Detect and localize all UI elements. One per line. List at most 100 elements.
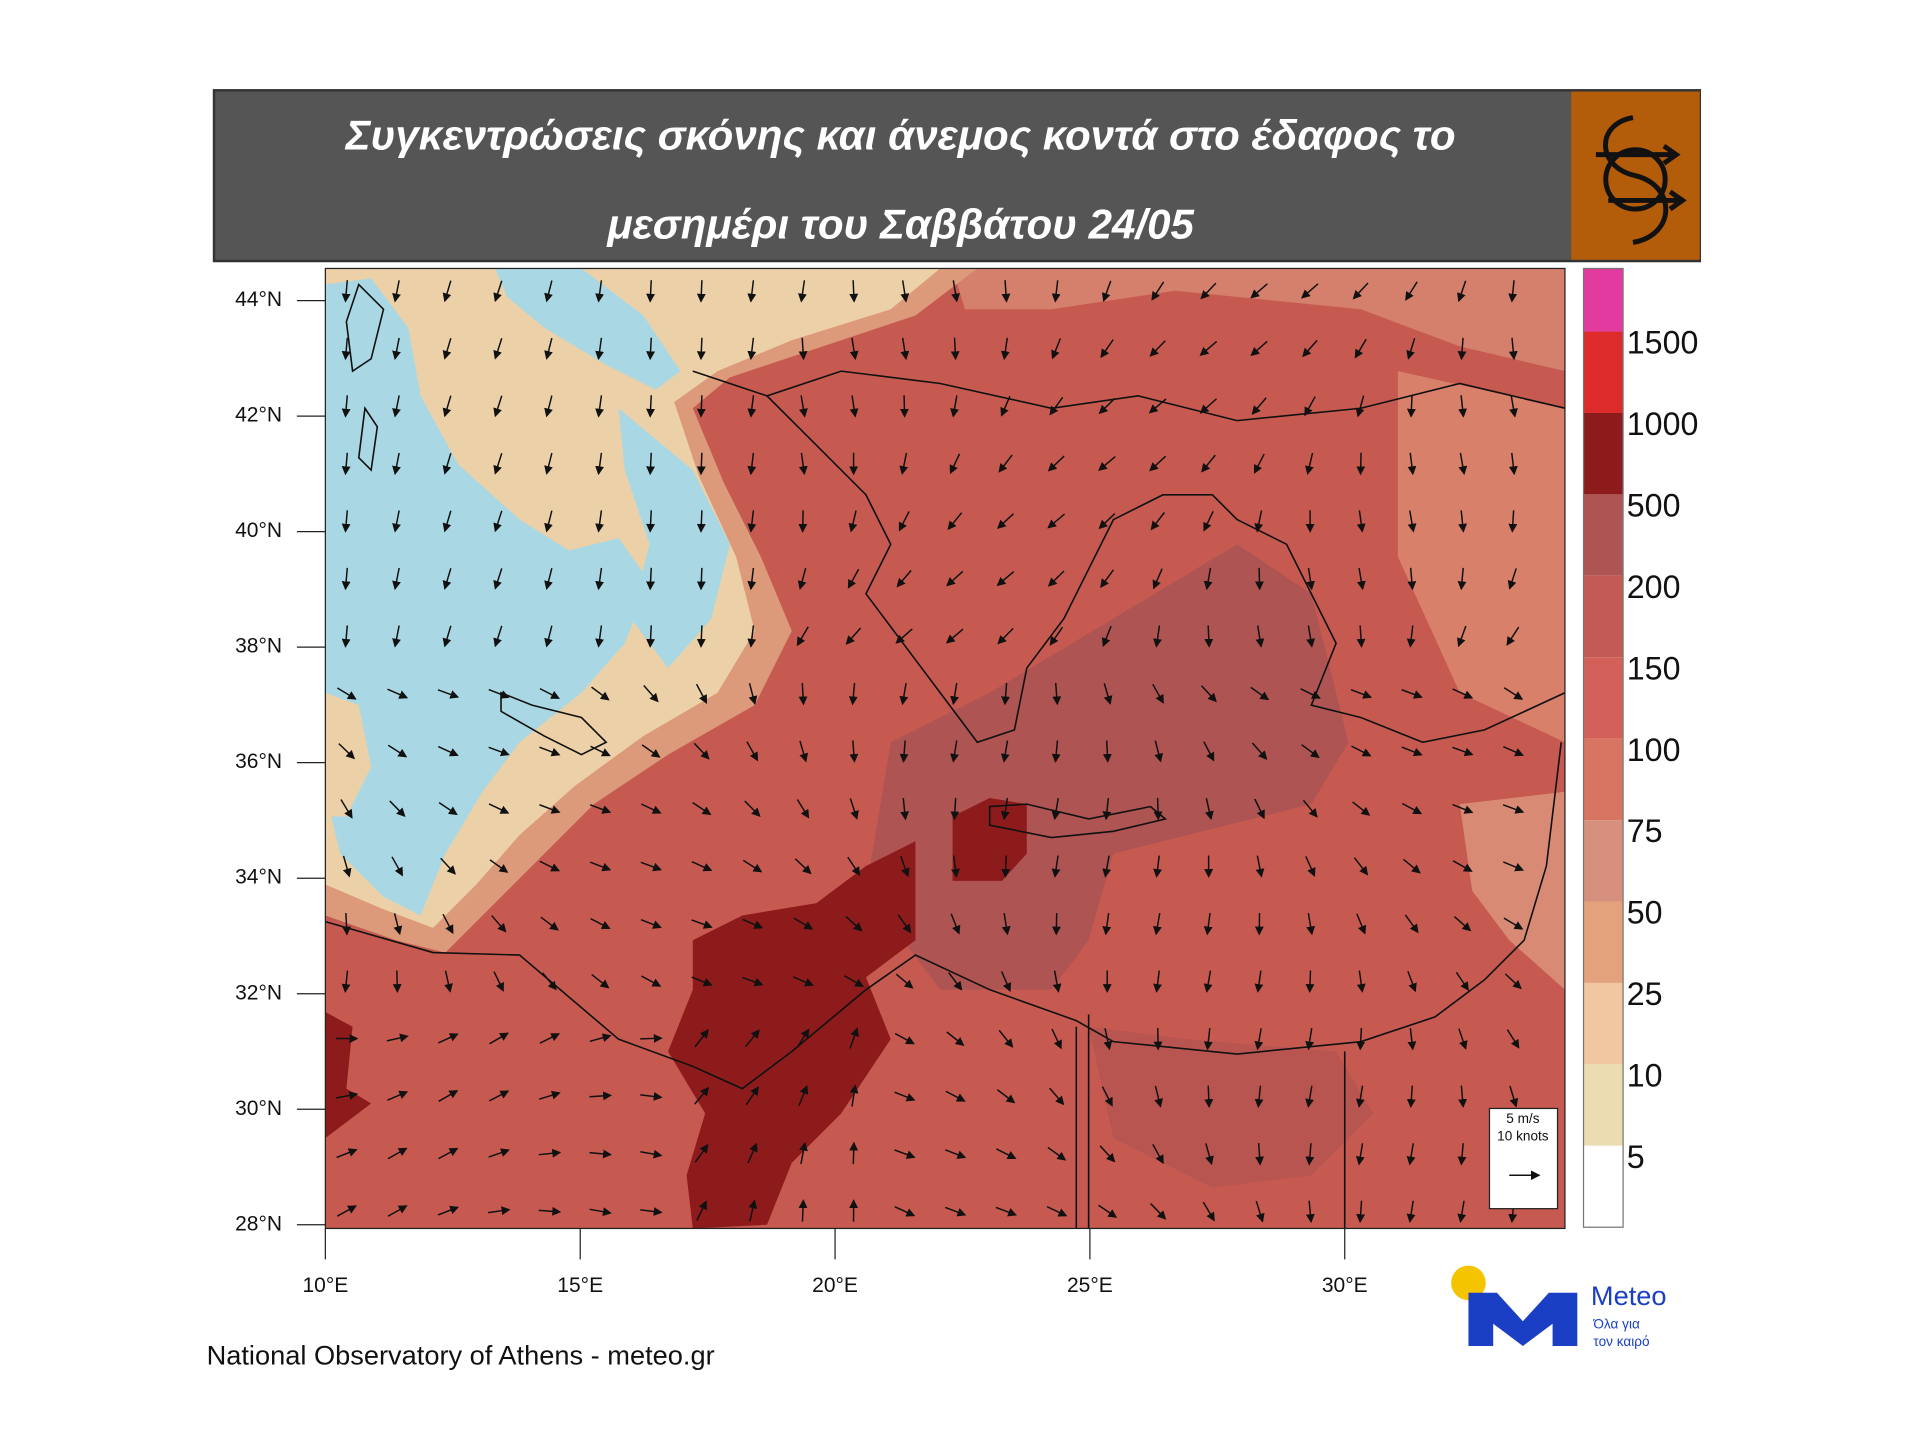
- colorbar-frame: [1582, 267, 1624, 1228]
- wind-arrow: [1458, 395, 1468, 418]
- wind-arrow: [1046, 1205, 1068, 1217]
- wind-arrow: [1255, 855, 1265, 878]
- wind-arrow: [1508, 337, 1518, 361]
- wind-arrow: [1150, 512, 1165, 531]
- wind-arrow: [540, 916, 559, 931]
- wind-arrow: [799, 1141, 808, 1165]
- wind-arrow: [1306, 625, 1316, 648]
- wind-arrow: [1452, 860, 1473, 872]
- wind-arrow: [796, 1028, 810, 1048]
- wind-arrow: [544, 567, 553, 590]
- wind-arrow: [640, 918, 662, 929]
- wind-arrow: [896, 569, 912, 588]
- title-line: μεσημέρι του Σαββάτου 24/05: [606, 201, 1194, 248]
- wind-arrow: [1154, 740, 1164, 763]
- colorbar-label: 5: [1627, 1139, 1645, 1175]
- wind-arrow: [1047, 455, 1065, 472]
- wind-arrow: [1356, 625, 1366, 648]
- wind-arrow: [696, 395, 706, 418]
- wind-arrow: [589, 861, 612, 872]
- wind-arrow: [493, 568, 503, 590]
- wind-arrow: [1407, 1028, 1417, 1051]
- wind-arrow: [392, 970, 402, 994]
- wind-arrow: [691, 976, 713, 987]
- wind-arrow: [900, 337, 910, 361]
- wind-arrow: [1356, 1200, 1366, 1224]
- wind-arrow: [392, 280, 401, 303]
- wind-arrow: [745, 1086, 759, 1106]
- wind-arrow: [696, 280, 706, 303]
- wind-arrow: [1401, 689, 1423, 699]
- wind-arrow: [488, 1148, 510, 1158]
- colorbar-swatch: [1583, 982, 1624, 1065]
- wind-arrow: [849, 740, 859, 763]
- wind-arrow: [995, 1206, 1017, 1217]
- wind-arrow: [1356, 970, 1366, 993]
- wind-arrow: [646, 395, 656, 418]
- wind-arrow: [691, 860, 713, 872]
- wind-arrow: [493, 453, 503, 475]
- wind-arrow: [996, 1089, 1016, 1104]
- wind-arrow: [539, 804, 561, 814]
- colorbar-swatch: [1583, 575, 1624, 658]
- wind-arrow: [1150, 1203, 1167, 1220]
- wind-arrow: [646, 280, 656, 303]
- wind-arrow: [488, 1090, 510, 1102]
- colorbar-swatch: [1583, 1064, 1624, 1146]
- wind-arrow: [1254, 798, 1265, 820]
- wind-arrow: [444, 970, 453, 993]
- wind-arrow: [1051, 1028, 1062, 1050]
- wind-arrow: [742, 859, 763, 873]
- wind-arrow: [849, 395, 859, 418]
- wind-arrow: [1406, 1085, 1416, 1109]
- wind-arrow: [437, 745, 459, 757]
- wind-arrow: [1407, 452, 1417, 476]
- wind-arrow: [646, 625, 656, 648]
- wind-arrow: [1153, 913, 1162, 936]
- wind-arrow: [1502, 804, 1525, 814]
- wind-arrow: [1254, 1085, 1264, 1109]
- wind-arrow: [998, 454, 1013, 473]
- wind-arrow: [438, 1147, 459, 1160]
- wind-arrow: [1204, 625, 1214, 648]
- wind-arrow: [595, 567, 604, 591]
- wind-arrow: [1356, 567, 1366, 591]
- map: [325, 268, 1565, 1229]
- wind-arrow: [1152, 1144, 1164, 1165]
- wind-arrow: [1306, 567, 1315, 591]
- wind-arrow: [796, 799, 810, 819]
- wind-arrow: [1506, 1029, 1520, 1049]
- wind-arrow: [640, 1207, 663, 1216]
- wind-arrow: [437, 1033, 459, 1044]
- wind-arrow: [1152, 568, 1163, 590]
- colorbar-label: 25: [1627, 976, 1663, 1012]
- wind-arrow: [1458, 452, 1468, 476]
- wind-arrow: [1457, 625, 1467, 648]
- wind-arrow: [493, 280, 503, 303]
- wind-arrow: [1301, 744, 1320, 759]
- wind-arrow: [488, 1206, 511, 1216]
- wind-arrow: [1356, 1028, 1366, 1051]
- wind-arrow: [392, 395, 401, 418]
- wind-arrow: [1047, 1146, 1067, 1161]
- wind-arrow: [1356, 913, 1367, 935]
- wind-arrow: [1103, 1028, 1113, 1051]
- wind-arrow: [589, 1033, 612, 1043]
- wind-arrow: [590, 918, 611, 929]
- wind-arrow: [1302, 799, 1318, 818]
- wind-arrow: [1000, 971, 1012, 993]
- colorbar-swatch: [1583, 331, 1624, 413]
- wind-arrow: [849, 1141, 859, 1165]
- colorbar-swatch: [1583, 657, 1624, 739]
- lat-label: 36°N: [235, 750, 282, 773]
- wind-arrow: [595, 337, 604, 361]
- wind-arrow: [1047, 570, 1065, 587]
- wind-legend-label: 10 knots: [1497, 1129, 1549, 1144]
- wind-arrow: [849, 280, 859, 303]
- wind-arrow: [950, 682, 959, 706]
- wind-arrow: [544, 280, 553, 303]
- wind-arrow: [392, 567, 401, 591]
- wind-arrow: [1103, 683, 1113, 705]
- wind-arrow: [1200, 685, 1217, 703]
- logo-sun: [1451, 1265, 1486, 1301]
